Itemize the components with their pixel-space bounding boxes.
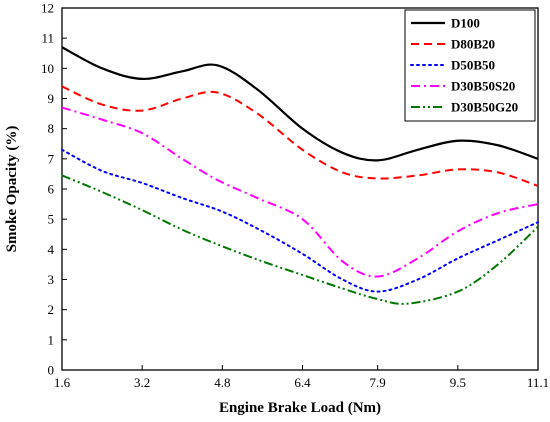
series-layer: [61, 46, 539, 305]
series-line-d100: [61, 46, 539, 162]
y-tick-label: 4: [48, 242, 55, 257]
y-tick-label: 7: [48, 151, 55, 166]
x-tick-label: 6.4: [294, 375, 311, 390]
legend-label: D30B50G20: [451, 100, 518, 115]
x-tick-label: 1.6: [54, 375, 71, 390]
y-tick-label: 12: [41, 1, 54, 16]
y-tick-label: 2: [48, 302, 55, 317]
x-tick-label: 3.2: [134, 375, 150, 390]
x-tick-label: 9.5: [450, 375, 466, 390]
legend-box: [404, 9, 536, 122]
y-tick-label: 3: [48, 272, 55, 287]
x-tick-label: 7.9: [370, 375, 386, 390]
y-tick-label: 5: [48, 212, 55, 227]
series-line-d80b20: [61, 85, 539, 187]
y-tick-label: 8: [48, 121, 55, 136]
y-tick-label: 9: [48, 91, 55, 106]
legend-label: D80B20: [451, 37, 495, 52]
y-tick-label: 1: [48, 332, 55, 347]
legend-label: D50B50: [451, 58, 495, 73]
x-axis-title: Engine Brake Load (Nm): [219, 400, 381, 416]
y-tick-label: 6: [48, 182, 55, 197]
y-tick-label: 10: [41, 61, 54, 76]
legend-label: D30B50S20: [451, 79, 515, 94]
y-axis-title: Smoke Opacity (%): [4, 126, 20, 253]
x-tick-label: 4.8: [214, 375, 230, 390]
y-tick-label: 0: [48, 363, 55, 378]
y-tick-label: 11: [41, 31, 54, 46]
series-line-d30b50g20: [61, 174, 539, 305]
x-tick-label: 11.1: [527, 375, 549, 390]
series-line-d30b50s20: [61, 106, 539, 278]
series-line-d50b50: [61, 148, 539, 293]
legend: D100 D80B20 D50B50 D30B50S20 D30B50G20: [404, 9, 536, 122]
legend-label: D100: [451, 16, 480, 31]
